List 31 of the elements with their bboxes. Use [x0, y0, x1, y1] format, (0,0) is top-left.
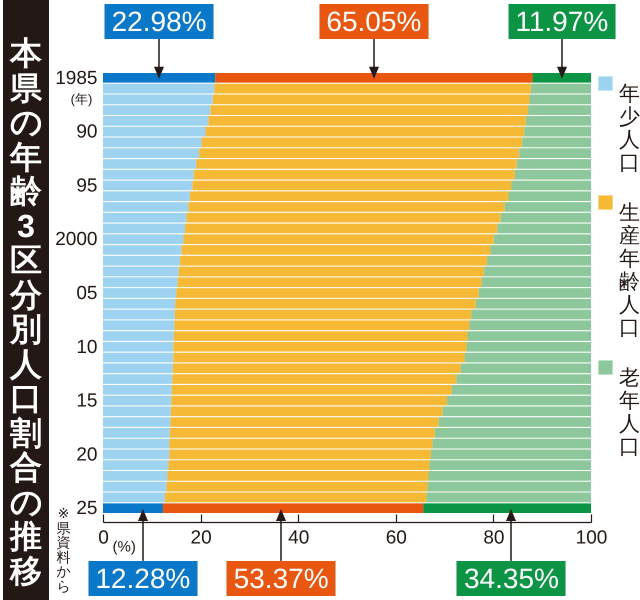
y-tick-label: 20: [76, 444, 98, 466]
legend-label: 年少人口: [619, 82, 640, 174]
y-tick-label: 95: [76, 175, 98, 196]
y-tick-label: 1985: [55, 68, 98, 89]
text: ※県資料から: [56, 505, 71, 594]
y-tick-label: 15: [76, 390, 98, 412]
y-tick-label: 2000: [55, 229, 98, 250]
bar: [423, 503, 591, 513]
y-tick-label: 10: [76, 336, 98, 358]
data-label: 34.35%: [456, 561, 566, 596]
data-label: 53.37%: [226, 561, 336, 596]
y-tick-label: 05: [76, 283, 98, 304]
data-label: 11.97%: [508, 4, 616, 39]
y-axis-title: (年): [70, 92, 92, 106]
legend-label: 老年人口: [619, 366, 640, 458]
bar: [103, 503, 163, 513]
bar: [162, 503, 424, 513]
data-label: 22.98%: [104, 4, 214, 39]
x-tick-label: 40: [288, 528, 310, 548]
data-label: 65.05%: [319, 4, 428, 39]
data-label: 12.28%: [88, 561, 198, 596]
x-tick-label: 0: [98, 528, 109, 548]
x-tick-label: 80: [483, 528, 504, 548]
chart-title: 本県の年齢3区分別人口割合の推移: [10, 35, 43, 588]
x-tick-label: 60: [386, 528, 407, 548]
x-tick-label: 100: [576, 528, 608, 548]
legend-label: 生産年齢人口: [619, 202, 640, 340]
x-tick-label: 20: [190, 528, 212, 548]
x-axis-title: (%): [112, 538, 136, 556]
y-tick-label: 25: [76, 498, 98, 520]
y-tick-label: 90: [76, 122, 98, 143]
